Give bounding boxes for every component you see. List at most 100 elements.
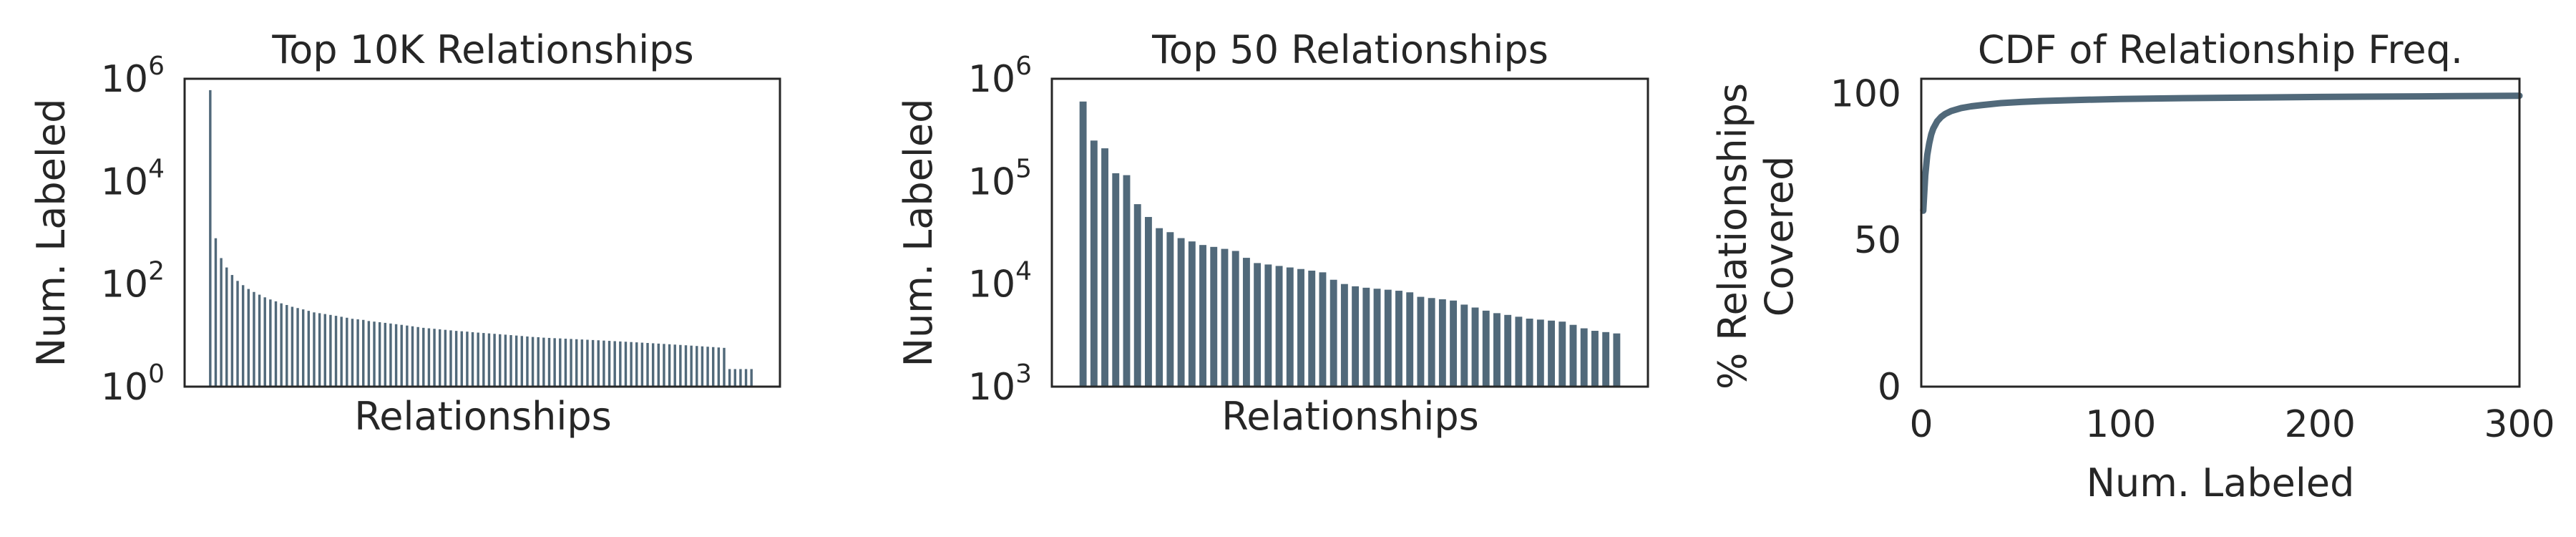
- y-axis-label: Num. Labeled: [29, 99, 74, 367]
- y-axis-label-line-1: % Relationships: [1710, 83, 1755, 390]
- bar: [1591, 331, 1599, 387]
- chart-title: Top 50 Relationships: [1151, 27, 1548, 72]
- y-tick-labels: 103 104 105 106: [968, 52, 1032, 409]
- bar: [696, 346, 698, 387]
- bar: [635, 342, 638, 387]
- bar: [1330, 279, 1337, 387]
- bar: [663, 344, 665, 387]
- y-axis-label: Num. Labeled: [896, 99, 941, 367]
- bar: [559, 338, 562, 387]
- bar: [547, 337, 551, 387]
- bar: [487, 333, 491, 387]
- bar: [1580, 328, 1588, 387]
- bar: [340, 316, 343, 387]
- axes-frame: [1050, 77, 1649, 388]
- bar: [1188, 241, 1196, 387]
- bar: [220, 258, 223, 387]
- bar: [214, 238, 218, 387]
- bar: [378, 322, 381, 387]
- panel-top-50: Top 50 Relationships 103 104 105 106 Relati…: [896, 27, 1649, 439]
- bar: [258, 294, 261, 387]
- bar: [520, 336, 524, 387]
- x-axis-label: Num. Labeled: [2087, 460, 2355, 505]
- bar: [1373, 289, 1381, 387]
- bar: [236, 281, 239, 387]
- y-tick-label: 105: [968, 154, 1032, 203]
- bar: [1101, 148, 1108, 387]
- bar: [1254, 263, 1262, 387]
- y-tick-label: 50: [1854, 219, 1901, 262]
- bar: [1438, 299, 1446, 387]
- bar: [356, 319, 359, 387]
- bar: [728, 369, 731, 387]
- bar: [482, 333, 485, 387]
- bar: [575, 339, 578, 387]
- bar: [509, 335, 512, 387]
- bar: [280, 303, 283, 387]
- y-tick-label: 106: [101, 52, 165, 101]
- bar: [1156, 228, 1163, 387]
- bar: [1319, 272, 1327, 387]
- bar: [537, 337, 540, 387]
- bar: [346, 317, 348, 387]
- bar: [230, 275, 234, 387]
- y-axis-label-line-2: Covered: [1757, 156, 1802, 316]
- bar: [580, 339, 584, 387]
- bar: [1166, 232, 1174, 387]
- bar: [422, 327, 425, 387]
- bar: [1493, 313, 1501, 387]
- bar: [602, 340, 605, 387]
- bar: [619, 341, 622, 387]
- x-tick-label: 200: [2285, 403, 2356, 446]
- bar: [1384, 289, 1392, 387]
- bar: [247, 289, 250, 387]
- bar: [526, 336, 529, 387]
- bar: [717, 347, 721, 387]
- bar: [591, 339, 595, 387]
- bar: [253, 291, 255, 387]
- bar: [477, 332, 479, 387]
- bar: [367, 321, 371, 387]
- bar: [389, 323, 392, 387]
- bar: [394, 324, 398, 387]
- bar: [427, 328, 431, 387]
- bar: [286, 304, 288, 387]
- bar: [1133, 204, 1141, 387]
- bar-group: [209, 90, 753, 387]
- bar: [1242, 258, 1250, 387]
- bar: [334, 316, 338, 387]
- bar: [1177, 238, 1185, 387]
- bar: [1569, 324, 1577, 387]
- bar: [400, 324, 403, 387]
- bar: [263, 297, 266, 387]
- bar: [564, 339, 567, 387]
- bar: [449, 330, 452, 387]
- bar: [1123, 175, 1131, 387]
- bar: [1199, 245, 1206, 387]
- bar: [679, 344, 682, 387]
- y-tick-label: 0: [1878, 366, 1901, 409]
- bar: [433, 329, 436, 387]
- cdf-line: [1920, 92, 2523, 214]
- bar: [640, 342, 644, 387]
- bar: [1340, 284, 1348, 387]
- y-tick-label: 104: [101, 154, 165, 203]
- bar: [466, 332, 469, 387]
- y-tick-labels: 100 102 104 106: [101, 52, 165, 409]
- bar: [1515, 316, 1523, 387]
- bar: [1297, 268, 1304, 387]
- bar: [1231, 251, 1239, 387]
- bar: [624, 342, 628, 387]
- bar: [553, 338, 556, 387]
- bar: [1362, 287, 1370, 387]
- bar: [668, 344, 671, 387]
- x-axis-label: Relationships: [1221, 394, 1479, 439]
- bar: [296, 308, 299, 387]
- bar: [514, 335, 518, 387]
- bar: [384, 322, 387, 387]
- axes-frame: [183, 77, 781, 388]
- y-tick-label: 100: [1830, 73, 1901, 116]
- bar: [411, 326, 414, 387]
- bar: [444, 329, 447, 387]
- bar: [711, 347, 715, 387]
